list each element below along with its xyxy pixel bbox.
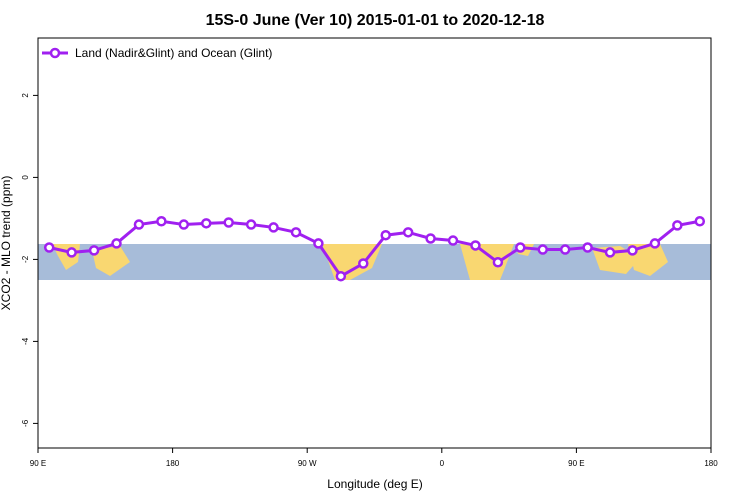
y-axis-label: XCO2 - MLO trend (ppm) [0, 176, 13, 311]
data-point [380, 229, 391, 241]
y-tick-label: 2 [21, 93, 30, 98]
data-point [133, 219, 145, 230]
data-point [66, 247, 77, 258]
data-point [447, 235, 459, 246]
data-point [88, 245, 100, 256]
data-point [492, 257, 504, 268]
data-point [201, 218, 212, 229]
data-point [290, 227, 302, 238]
data-point [470, 240, 481, 251]
plot-frame [37, 37, 712, 449]
data-point [559, 244, 571, 255]
data-point [178, 219, 190, 230]
data-point [672, 220, 683, 231]
x-tick-label: 90 E [30, 459, 46, 468]
data-point [627, 245, 638, 256]
y-tick-label: -6 [21, 419, 30, 427]
data-point [156, 216, 167, 227]
y-tick-label: 0 [21, 175, 30, 180]
data-point [111, 238, 122, 249]
data-point [649, 238, 661, 249]
data-point [313, 238, 324, 249]
x-tick-label: 90 E [568, 459, 584, 468]
x-tick-label: 180 [166, 459, 180, 468]
x-tick-label: 90 W [298, 459, 317, 468]
data-point [245, 219, 257, 230]
chart-title: 15S-0 June (Ver 10) 2015-01-01 to 2020-1… [206, 12, 545, 29]
data-point [335, 270, 347, 282]
data-point [358, 258, 369, 269]
legend-label: Land (Nadir&Glint) and Ocean (Glint) [75, 46, 272, 60]
y-tick-label: -2 [21, 255, 30, 263]
data-point [694, 216, 706, 227]
data-point [43, 242, 55, 253]
data-point [537, 244, 548, 255]
data-point [515, 242, 526, 253]
x-axis-label: Longitude (deg E) [327, 477, 422, 491]
y-tick-label: -4 [21, 337, 30, 345]
data-point [425, 233, 436, 244]
data-point [402, 227, 414, 238]
data-point [582, 242, 593, 253]
data-point [223, 217, 234, 228]
x-tick-label: 180 [704, 459, 718, 468]
data-point [604, 247, 616, 258]
data-point [268, 222, 279, 233]
x-tick-label: 0 [440, 459, 445, 468]
legend-marker [49, 47, 61, 59]
